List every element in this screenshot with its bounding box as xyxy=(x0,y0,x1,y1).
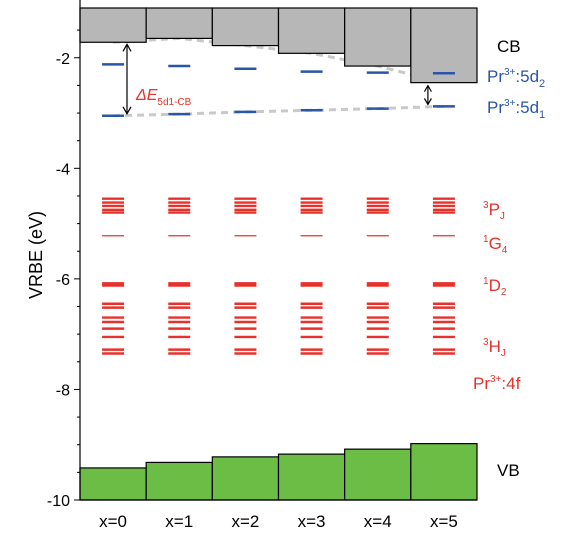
levels-layer xyxy=(102,43,455,355)
vb-band-bar xyxy=(410,443,478,501)
vb-band-bar xyxy=(344,448,412,501)
vb-label: VB xyxy=(497,461,520,480)
pr-5d1-label: Pr3+:5d1 xyxy=(487,98,545,121)
y-tick-label: -4 xyxy=(56,161,70,178)
gap-arrow-head-bottom xyxy=(423,98,432,106)
axes-layer: -2 -4 -6 -8 -10 x=0 x=1 x=2 x=3 x=4 x=5 xyxy=(47,0,477,531)
delta-e-arrow-head-top xyxy=(122,43,132,52)
guide-lines-layer xyxy=(112,36,445,118)
y-axis-label: VRBE (eV) xyxy=(26,211,46,299)
delta-e-arrow-head-bottom xyxy=(122,106,132,116)
x-tick-label: x=1 xyxy=(165,512,193,531)
cb-band-bar xyxy=(211,7,280,47)
level-3hj-label: 3HJ xyxy=(483,337,506,359)
pr-5d2-label: Pr3+:5d2 xyxy=(487,67,545,90)
cb-band-bar xyxy=(145,7,213,40)
cb-band-bar xyxy=(344,7,412,67)
cb-trend-guide xyxy=(112,36,445,85)
vb-band-bar xyxy=(277,453,346,501)
y-tick-label: -6 xyxy=(56,272,70,289)
level-3pj-label: 3PJ xyxy=(483,200,505,222)
cb-band-bar xyxy=(277,7,346,54)
x-tick-label: x=3 xyxy=(298,512,326,531)
vb-band-bar xyxy=(79,467,147,501)
level-1g4-label: 1G4 xyxy=(483,234,508,256)
cb-label: CB xyxy=(497,37,521,56)
bands-layer xyxy=(79,7,478,501)
y-tick-label: -8 xyxy=(56,382,70,399)
y-tick-label: -10 xyxy=(47,493,70,510)
x-tick-label: x=2 xyxy=(231,512,259,531)
x-tick-label: x=0 xyxy=(99,512,127,531)
vb-band-bar xyxy=(211,456,280,501)
y-tick-label: -2 xyxy=(56,51,70,68)
delta-e-label: ΔE5d1-CB xyxy=(135,87,192,108)
x-tick-label: x=4 xyxy=(364,512,392,531)
pr-4f-label: Pr3+:4f xyxy=(473,374,521,393)
cb-band-bar xyxy=(410,7,478,84)
cb-band-bar xyxy=(79,7,147,43)
vb-band-bar xyxy=(145,461,213,501)
gap-arrow-head-top xyxy=(423,84,432,92)
level-1d2-label: 1D2 xyxy=(483,276,507,298)
x-tick-label: x=5 xyxy=(430,512,458,531)
